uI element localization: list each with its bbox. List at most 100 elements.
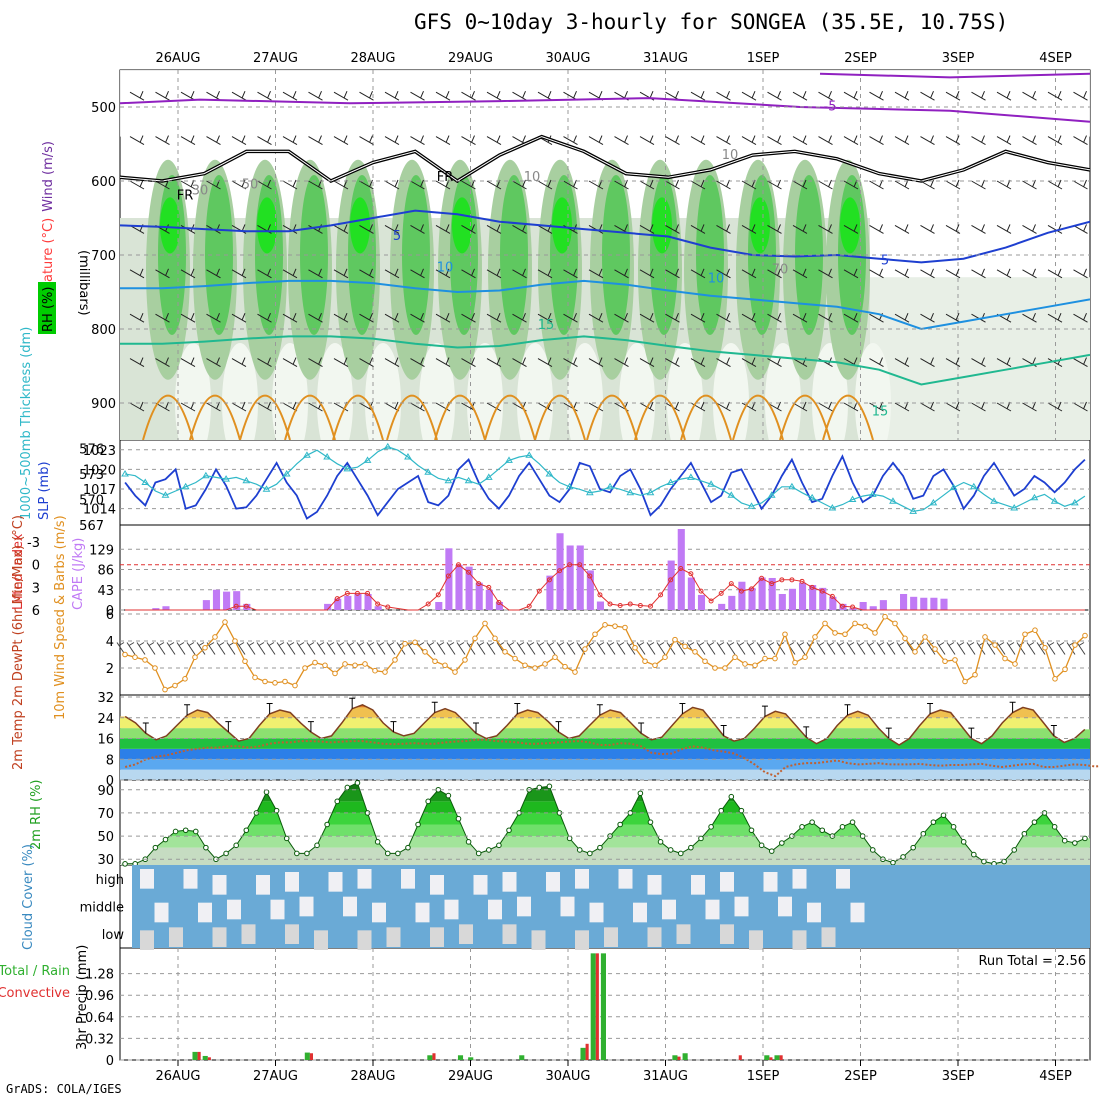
wind10-marker [132,654,138,661]
precip-total-bar [468,1057,474,1060]
wind-barb [869,224,884,234]
cloud-cell [488,899,502,920]
thickness-marker [868,490,877,497]
thickness-marker [808,493,817,501]
wind10-marker [1062,666,1068,673]
wind10-marker [672,636,678,643]
thickness-marker [626,488,635,496]
wind10-marker [732,654,738,661]
wind-barb [257,268,272,279]
wind-barb [996,357,1012,368]
thickness-marker [909,507,918,514]
wind-barb [1047,91,1063,101]
wind10-marker [382,669,388,675]
wind-barb [971,135,986,146]
wind10-barb [866,642,876,655]
wind10-marker [992,642,998,648]
rh-marker [223,850,229,857]
rh-marker [162,836,169,843]
wind-barb [435,91,451,101]
rh-marker [314,842,320,849]
rh-marker [819,827,826,834]
lifted-index-marker [536,588,542,594]
wind-barb [767,135,782,146]
rh-legend-swatch [38,282,56,334]
legend-convective: Convective [0,986,70,1001]
wind10-marker [662,654,668,661]
temp-20c-contour [189,394,241,440]
cloud-cell [256,875,270,895]
wind-barb [869,91,884,101]
contour-label: FR [437,170,454,185]
wind-barb [180,357,196,368]
wind10-marker [1032,627,1038,634]
wind-barb [129,313,145,323]
wind-barb [384,224,400,234]
wind10-marker [1012,661,1018,667]
cloud-cell [720,872,734,892]
wind10-barb [896,642,906,655]
wind10-marker [772,655,778,662]
wind10-barb [226,642,236,655]
wind-barb [282,179,298,190]
thickness-marker [828,504,837,511]
wind-barb [537,91,553,101]
cape-axis-label: CAPE (J/kg) [71,538,86,610]
wind10-barb [516,642,526,655]
wind-barb [1022,224,1037,234]
wind10-barb [946,642,956,655]
cloud-cell [372,902,386,923]
minmax-marker [266,702,273,714]
minmax-marker [761,705,768,717]
rh-marker [273,807,280,814]
rh-marker [839,824,846,830]
minmax-marker [514,702,521,714]
wind10-barb [696,642,706,655]
cape-bar [566,545,574,610]
precip-conv-bar [779,1055,783,1060]
rh-marker [576,847,583,853]
thickness-marker [141,478,150,485]
wind10-marker [142,657,148,663]
rh-marker [374,839,381,845]
rh-marker [960,839,967,845]
wind10-marker [902,635,908,642]
wind-barb [843,268,859,279]
wind10-barb [746,642,756,655]
wind10-marker [432,658,438,665]
wind10-marker [252,674,258,681]
lifted-index-marker [557,568,563,574]
lifted-index-marker [476,581,482,587]
contour-label: 10 [722,148,739,163]
wind-barb [206,268,221,279]
cloud-cell [140,869,154,889]
rh-marker [869,847,876,853]
rh-marker [566,835,573,842]
cape-bar [485,589,493,610]
cape-bar [152,608,160,610]
wind-barb [512,268,527,279]
wind10-barb [606,642,616,655]
precip-axis-label: 3hr Precip (mm) [75,945,90,1050]
minmax-marker [885,727,892,739]
wind10-barb [966,642,976,655]
wind10-barb [426,642,436,655]
wind-barb [282,357,298,368]
cape-bar [586,570,594,610]
wind10-barb [846,642,856,655]
rh-marker [1001,858,1007,865]
tick-label-rh: 30 [97,853,114,868]
wind10-barb [136,642,146,655]
wind-barb [384,268,400,279]
wind10-marker [552,654,558,661]
wind10-barb [246,642,256,655]
precip-conv-bar [309,1053,313,1060]
cloud-cell [386,927,401,947]
tick-label-ua: 800 [91,323,116,338]
lifted-index-marker [466,569,472,575]
lifted-index-marker [597,592,603,598]
wind10-marker [842,631,848,638]
ua-label-part: Wind (m/s) [41,141,56,212]
temp-20c-contour [534,394,586,440]
rh-marker [799,824,805,830]
